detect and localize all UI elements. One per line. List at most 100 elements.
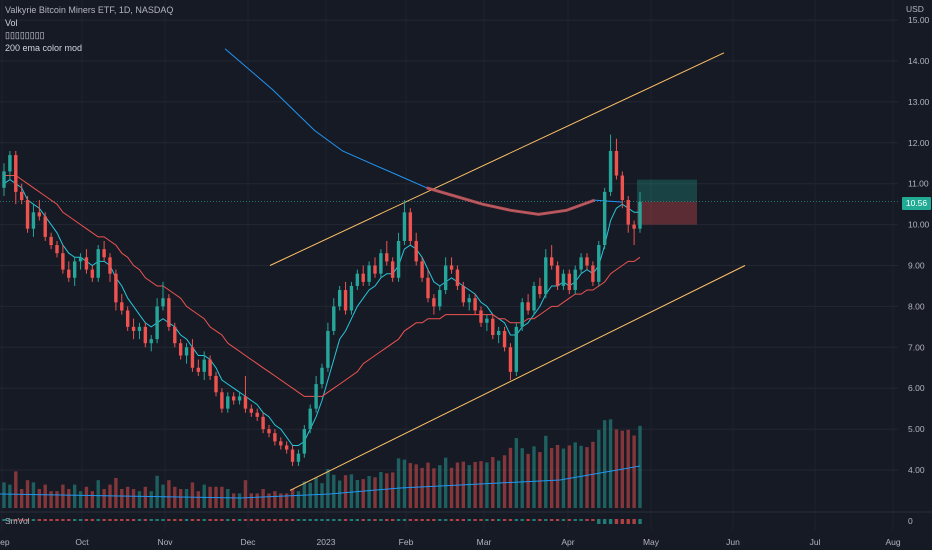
- smvol-bar: [449, 519, 454, 521]
- candle-body: [220, 392, 224, 409]
- candle-body: [96, 249, 100, 278]
- price-tick-label: 8.00: [908, 301, 925, 311]
- candle-body: [396, 240, 401, 278]
- candle-body: [426, 277, 430, 299]
- candle-body: [597, 245, 601, 282]
- price-tick-label: 7.00: [908, 342, 925, 352]
- smvol-bar: [443, 519, 448, 521]
- volume-bar: [308, 482, 312, 508]
- time-tick-label: Sep: [0, 537, 10, 547]
- smvol-bar: [432, 519, 436, 521]
- candle-body: [261, 416, 265, 430]
- vol-indicator-label[interactable]: Vol: [5, 17, 18, 28]
- smvol-bar: [597, 519, 601, 524]
- volume-bar: [114, 478, 118, 508]
- volume-bar: [326, 469, 330, 508]
- volume-bar: [532, 446, 536, 508]
- candle-body: [61, 253, 65, 270]
- volume-bar: [19, 489, 24, 508]
- smvol-bar: [120, 519, 124, 521]
- candle-body: [290, 449, 295, 462]
- candle-body: [379, 253, 383, 274]
- ema-indicator-label[interactable]: 200 ema color mod: [5, 42, 83, 53]
- smvol-bar: [173, 519, 177, 521]
- candle-body: [137, 326, 142, 331]
- smvol-bar: [555, 519, 560, 521]
- smvol-bar: [355, 519, 360, 521]
- smvol-bar: [532, 519, 536, 521]
- candle-body: [614, 150, 619, 176]
- smvol-bar: [267, 519, 271, 521]
- candle-body: [585, 257, 589, 266]
- currency-label[interactable]: USD: [906, 4, 924, 14]
- candle-body: [37, 212, 42, 217]
- candle-body: [267, 429, 271, 434]
- volume-bar: [279, 493, 283, 508]
- volume-bar: [632, 435, 636, 508]
- volume-bar: [131, 489, 136, 508]
- smvol-bar: [61, 519, 65, 521]
- trend-channel[interactable]: [269, 52, 746, 491]
- price-tick-label: 13.00: [908, 97, 930, 107]
- smvol-bar: [579, 519, 583, 521]
- volume-bar: [491, 457, 495, 508]
- smvol-bar: [467, 519, 471, 521]
- candle-body: [402, 212, 407, 241]
- candle-body: [449, 265, 454, 270]
- indicator-placeholder-label[interactable]: ▯▯▯▯▯▯▯▯: [5, 30, 45, 40]
- volume-bar: [626, 429, 630, 508]
- candle-body: [49, 236, 53, 246]
- volume-bar: [337, 480, 342, 508]
- smvol-bar: [502, 519, 507, 521]
- candle-body: [178, 343, 183, 356]
- smvol-bar: [585, 519, 589, 521]
- time-tick-label: May: [643, 537, 660, 547]
- volume-bar: [385, 473, 389, 508]
- candle-body: [25, 200, 30, 229]
- volume-bar: [273, 491, 277, 508]
- candle-body: [55, 245, 59, 254]
- smvol-bar: [2, 519, 6, 521]
- price-axis[interactable]: 4.00 5.00 6.00 7.00 8.00 9.00 10.00 11.00 12.00 1…: [908, 15, 930, 475]
- smvol-bar: [249, 519, 254, 521]
- candle-body: [167, 298, 171, 327]
- price-tick-label: 12.00: [908, 138, 930, 148]
- candle-body: [120, 302, 124, 311]
- smvol-bar: [402, 519, 407, 521]
- volume-bar: [14, 471, 18, 508]
- smvol-label[interactable]: SmVol: [5, 516, 30, 526]
- candle-body: [608, 150, 613, 192]
- volume-bar: [196, 491, 201, 508]
- candle-body: [19, 191, 24, 201]
- long-position-tool[interactable]: [637, 179, 697, 225]
- volume-bar: [102, 489, 106, 508]
- volume-bar: [573, 442, 577, 508]
- volume-bar: [178, 489, 183, 508]
- smvol-bar: [167, 519, 171, 521]
- volume-bar: [155, 475, 159, 508]
- volume-bar: [37, 489, 42, 508]
- smvol-bar: [385, 519, 389, 521]
- smvol-bar: [284, 519, 289, 521]
- candle-body: [31, 212, 36, 229]
- candle-body: [173, 326, 177, 344]
- time-axis[interactable]: Sep Oct Nov Dec 2023 Feb Mar Apr May Jun Jul Aug: [0, 537, 901, 547]
- symbol-title[interactable]: Valkyrie Bitcoin Miners ETF, 1D, NASDAQ: [5, 5, 174, 15]
- time-tick-label: Feb: [399, 537, 414, 547]
- candle-body: [255, 412, 259, 417]
- candle-body: [620, 175, 625, 201]
- candle-body: [491, 318, 495, 336]
- smvol-bar: [337, 519, 342, 521]
- candle-body: [526, 302, 530, 311]
- candle-body: [208, 359, 212, 376]
- candle-body: [443, 265, 448, 291]
- smvol-bar: [84, 519, 89, 521]
- volume-bar: [608, 419, 613, 508]
- smvol-bar: [190, 519, 195, 521]
- candle-body: [196, 367, 201, 372]
- candle-body: [2, 171, 6, 188]
- candle-body: [308, 408, 312, 430]
- smvol-bar: [549, 519, 554, 521]
- smvol-bar: [178, 519, 183, 521]
